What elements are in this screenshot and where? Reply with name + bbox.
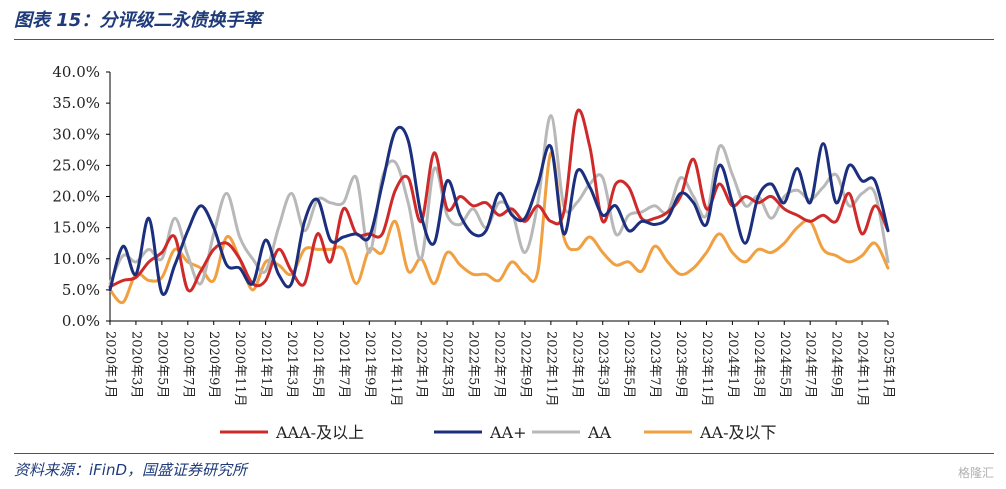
x-tick-label: 2023年11月	[699, 331, 714, 407]
x-tick-label: 2023年9月	[673, 331, 688, 398]
y-tick-label: 25.0%	[52, 156, 100, 174]
y-tick-label: 40.0%	[52, 63, 100, 81]
x-tick-label: 2022年5月	[466, 331, 481, 398]
x-tick-label: 2021年1月	[258, 331, 273, 398]
watermark: 格隆汇	[957, 466, 994, 480]
title-rule	[14, 39, 994, 40]
x-tick-label: 2024年11月	[855, 331, 870, 407]
series-line-2	[108, 114, 890, 286]
x-tick-label: 2020年5月	[154, 331, 169, 398]
legend-label: AA+	[489, 423, 527, 442]
page-title: 图表 15：分评级二永债换手率	[14, 10, 262, 31]
x-tick-label: 2025年1月	[881, 331, 896, 398]
x-tick-label: 2024年1月	[725, 331, 740, 398]
x-tick-label: 2024年9月	[829, 331, 844, 398]
legend-label: AA	[587, 423, 612, 442]
x-tick-label: 2022年7月	[492, 331, 507, 398]
y-tick-label: 35.0%	[52, 94, 100, 112]
x-tick-label: 2023年1月	[569, 331, 584, 398]
x-tick-label: 2022年3月	[440, 331, 455, 398]
x-tick-label: 2021年3月	[284, 331, 299, 398]
x-tick-label: 2020年1月	[103, 331, 118, 398]
x-tick-label: 2023年5月	[621, 331, 636, 398]
series-line-3	[108, 151, 890, 305]
y-tick-label: 5.0%	[62, 281, 100, 299]
series-line-0	[108, 108, 890, 293]
x-tick-label: 2021年5月	[310, 331, 325, 398]
y-tick-label: 15.0%	[52, 219, 100, 237]
y-tick-label: 0.0%	[62, 312, 100, 330]
x-tick-label: 2020年9月	[206, 331, 221, 398]
x-tick-label: 2020年3月	[128, 331, 143, 398]
y-tick-label: 30.0%	[52, 125, 100, 143]
x-tick-label: 2022年11月	[543, 331, 558, 407]
legend-label: AA-及以下	[699, 423, 777, 442]
x-tick-label: 2023年3月	[595, 331, 610, 398]
x-tick-label: 2023年7月	[647, 331, 662, 398]
y-tick-label: 10.0%	[52, 250, 100, 268]
x-tick-label: 2024年3月	[751, 331, 766, 398]
x-tick-label: 2022年1月	[414, 331, 429, 398]
x-tick-label: 2021年7月	[336, 331, 351, 398]
x-tick-label: 2021年11月	[388, 331, 403, 407]
source-note: 资料来源：iFinD，国盛证券研究所	[14, 461, 248, 479]
x-tick-label: 2024年5月	[777, 331, 792, 398]
series-line-1	[108, 125, 890, 296]
legend-label: AAA-及以上	[275, 423, 364, 442]
x-tick-label: 2021年9月	[362, 331, 377, 398]
x-tick-label: 2022年9月	[517, 331, 532, 398]
footer-rule	[14, 453, 994, 454]
x-tick-label: 2020年7月	[180, 331, 195, 398]
x-tick-label: 2024年7月	[803, 331, 818, 398]
y-tick-label: 20.0%	[52, 188, 100, 206]
x-tick-label: 2020年11月	[232, 331, 247, 407]
